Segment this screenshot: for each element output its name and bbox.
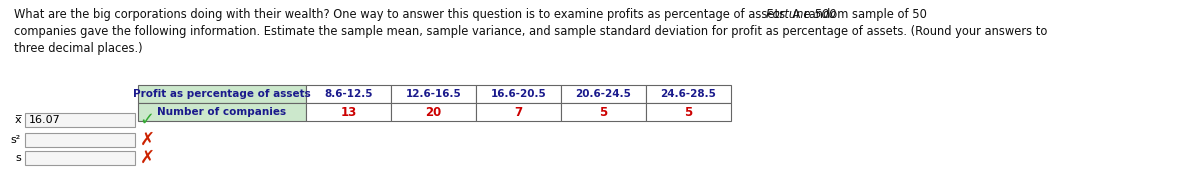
Text: ✗: ✗	[139, 149, 155, 167]
Text: ✓: ✓	[139, 111, 155, 129]
FancyBboxPatch shape	[306, 103, 391, 121]
FancyBboxPatch shape	[138, 103, 306, 121]
FancyBboxPatch shape	[25, 133, 134, 147]
FancyBboxPatch shape	[562, 85, 646, 103]
FancyBboxPatch shape	[391, 85, 476, 103]
Text: 16.07: 16.07	[29, 115, 61, 125]
Text: Number of companies: Number of companies	[157, 107, 287, 117]
FancyBboxPatch shape	[646, 103, 731, 121]
Text: 20.6-24.5: 20.6-24.5	[576, 89, 631, 99]
Text: 20: 20	[425, 105, 442, 119]
Text: Fortune 500: Fortune 500	[766, 8, 836, 21]
Text: 12.6-16.5: 12.6-16.5	[406, 89, 461, 99]
FancyBboxPatch shape	[138, 85, 306, 103]
Text: companies gave the following information. Estimate the sample mean, sample varia: companies gave the following information…	[14, 25, 1048, 38]
Text: 8.6-12.5: 8.6-12.5	[324, 89, 373, 99]
Text: three decimal places.): three decimal places.)	[14, 42, 143, 55]
Text: 7: 7	[515, 105, 522, 119]
Text: s: s	[16, 153, 22, 163]
Text: ✗: ✗	[139, 131, 155, 149]
Text: What are the big corporations doing with their wealth? One way to answer this qu: What are the big corporations doing with…	[14, 8, 930, 21]
Text: 13: 13	[341, 105, 356, 119]
FancyBboxPatch shape	[25, 151, 134, 165]
FancyBboxPatch shape	[646, 85, 731, 103]
FancyBboxPatch shape	[391, 103, 476, 121]
Text: 5: 5	[684, 105, 692, 119]
Text: 24.6-28.5: 24.6-28.5	[660, 89, 716, 99]
Text: s²: s²	[11, 135, 22, 145]
FancyBboxPatch shape	[476, 103, 562, 121]
FancyBboxPatch shape	[476, 85, 562, 103]
Text: 5: 5	[599, 105, 607, 119]
FancyBboxPatch shape	[306, 85, 391, 103]
FancyBboxPatch shape	[562, 103, 646, 121]
Text: 16.6-20.5: 16.6-20.5	[491, 89, 546, 99]
FancyBboxPatch shape	[25, 113, 134, 127]
Text: x̅: x̅	[14, 115, 22, 125]
Text: Profit as percentage of assets: Profit as percentage of assets	[133, 89, 311, 99]
